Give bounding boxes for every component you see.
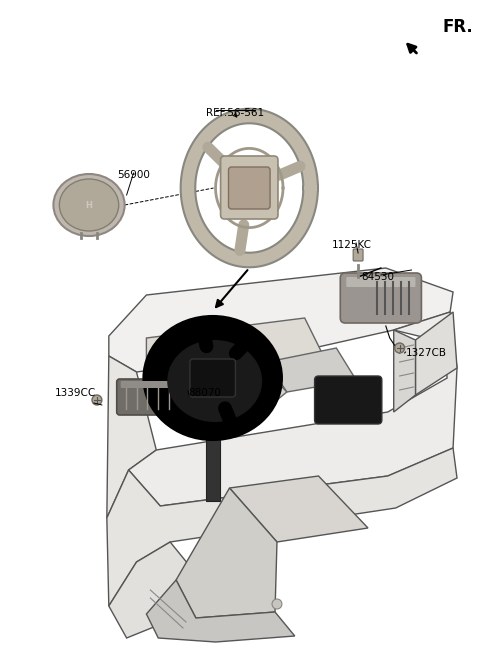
FancyBboxPatch shape (228, 167, 270, 209)
Polygon shape (109, 268, 453, 372)
Polygon shape (107, 356, 156, 518)
Polygon shape (176, 488, 277, 618)
Text: REF.56-561: REF.56-561 (206, 108, 264, 118)
Ellipse shape (144, 316, 282, 440)
FancyBboxPatch shape (346, 277, 416, 287)
Text: FR.: FR. (442, 18, 473, 36)
Text: 1327CB: 1327CB (406, 348, 446, 358)
Circle shape (272, 599, 282, 609)
Polygon shape (206, 421, 220, 501)
Circle shape (395, 343, 405, 353)
Polygon shape (146, 366, 287, 408)
Polygon shape (146, 318, 324, 374)
FancyBboxPatch shape (314, 376, 382, 424)
Polygon shape (394, 330, 416, 412)
Ellipse shape (53, 174, 125, 236)
Text: H: H (85, 200, 93, 210)
Polygon shape (109, 542, 198, 638)
Polygon shape (107, 448, 457, 606)
FancyBboxPatch shape (221, 156, 278, 219)
Ellipse shape (60, 179, 119, 231)
Circle shape (92, 395, 102, 405)
FancyBboxPatch shape (353, 249, 363, 261)
Polygon shape (416, 312, 457, 395)
FancyBboxPatch shape (120, 381, 186, 388)
Text: 1125KC: 1125KC (331, 240, 372, 250)
Polygon shape (229, 476, 368, 542)
Ellipse shape (168, 341, 262, 421)
FancyBboxPatch shape (340, 273, 421, 323)
Text: 56900: 56900 (117, 170, 150, 180)
FancyBboxPatch shape (190, 359, 235, 397)
Polygon shape (146, 580, 295, 642)
FancyBboxPatch shape (117, 379, 190, 415)
Polygon shape (267, 348, 356, 392)
Text: 1339CC: 1339CC (54, 388, 96, 398)
Polygon shape (129, 312, 457, 506)
Text: 84530: 84530 (361, 272, 394, 282)
Text: 88070: 88070 (188, 388, 221, 398)
